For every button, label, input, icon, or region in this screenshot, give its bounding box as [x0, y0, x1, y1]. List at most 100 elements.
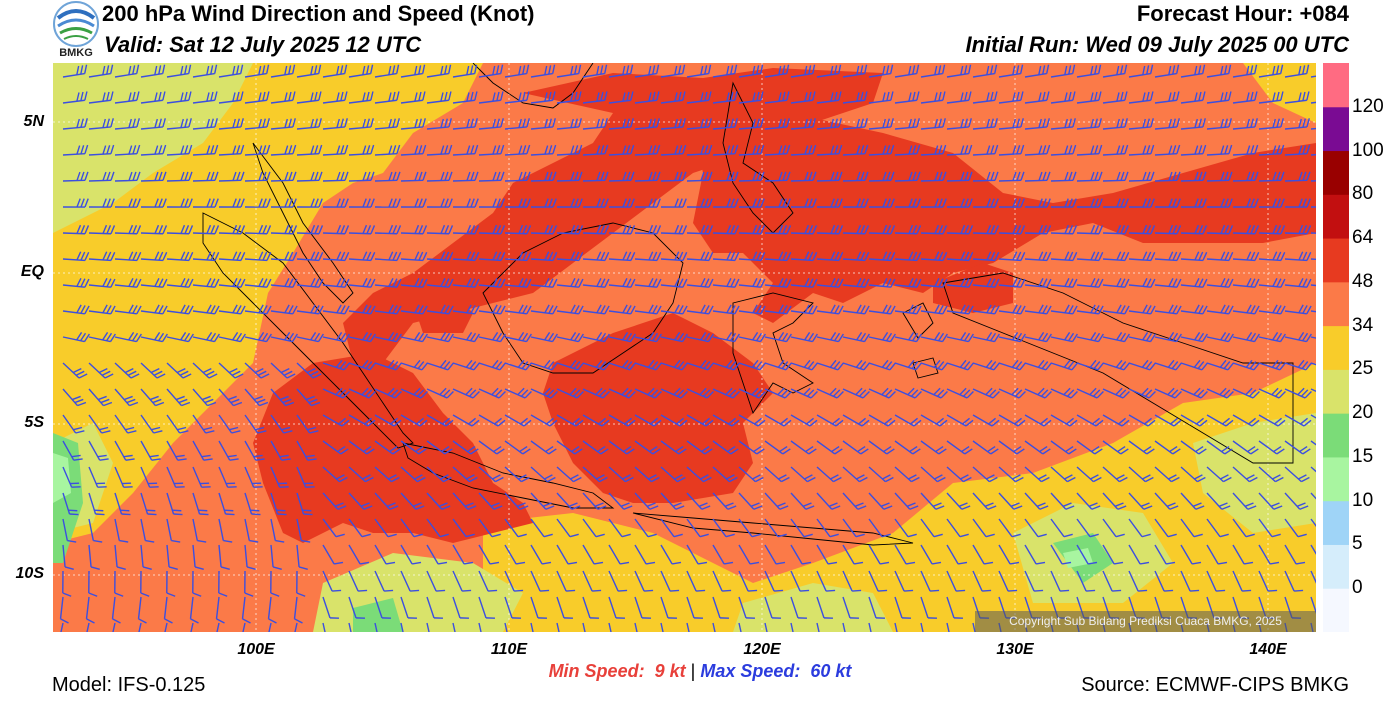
- wind-barb: [244, 91, 270, 104]
- wind-barb: [88, 388, 113, 407]
- wind-barb: [1206, 64, 1232, 78]
- max-speed-label: Max Speed:: [700, 661, 801, 681]
- wind-barb: [1076, 359, 1105, 371]
- wind-barb: [1258, 387, 1286, 399]
- wind-barb: [1024, 304, 1052, 315]
- wind-barb: [426, 198, 453, 208]
- wind-barb: [504, 596, 522, 619]
- wind-barb: [192, 171, 219, 182]
- wind-barb: [218, 304, 246, 315]
- wind-barb: [504, 622, 508, 632]
- wind-barb: [1076, 118, 1102, 130]
- wind-barb: [1050, 171, 1077, 182]
- wind-barb: [348, 622, 352, 632]
- wind-barb: [946, 466, 972, 483]
- wind-barb: [1232, 359, 1261, 371]
- wind-barb: [114, 224, 142, 235]
- wind-barb: [322, 91, 348, 104]
- wind-barb: [816, 622, 820, 632]
- wind-barb: [88, 171, 115, 182]
- wind-barb: [582, 144, 609, 156]
- wind-barb: [816, 414, 844, 427]
- lat-label-eq: EQ: [20, 263, 44, 280]
- wind-barb: [608, 64, 634, 78]
- wind-barb: [1284, 251, 1312, 262]
- wind-barb: [868, 64, 894, 78]
- wind-barb: [88, 277, 116, 288]
- wind-barb: [400, 544, 422, 565]
- wind-barb: [790, 224, 818, 235]
- wind-barb: [712, 198, 739, 208]
- wind-barb: [452, 171, 479, 182]
- wind-barb: [998, 466, 1024, 483]
- wind-barb: [192, 518, 207, 543]
- wind-barb: [452, 596, 470, 619]
- wind-barb: [686, 622, 690, 632]
- wind-barb: [712, 387, 740, 399]
- wind-barb: [192, 64, 218, 78]
- wind-barb: [1206, 466, 1232, 483]
- wind-barb: [816, 64, 842, 78]
- wind-barb: [62, 251, 90, 262]
- wind-barb: [582, 570, 602, 592]
- wind-barb: [634, 414, 662, 427]
- wind-barb: [1180, 544, 1202, 565]
- wind-barb: [608, 414, 636, 427]
- wind-barb: [452, 492, 477, 510]
- wind-barb: [634, 492, 659, 510]
- wind-barb: [114, 198, 141, 208]
- wind-barb: [946, 331, 974, 343]
- wind-barb: [894, 440, 921, 455]
- wind-barb: [270, 466, 289, 488]
- wind-barb: [241, 596, 251, 624]
- wind-barb: [608, 596, 626, 619]
- wind-barb: [530, 492, 555, 510]
- wind-barb: [842, 414, 870, 427]
- wind-barb: [374, 387, 402, 399]
- wind-barb: [1232, 251, 1260, 262]
- wind-barb: [244, 388, 269, 407]
- wind-barb: [85, 596, 95, 624]
- wind-barb: [478, 198, 505, 208]
- wind-barb: [738, 251, 766, 262]
- wind-barb: [1258, 440, 1285, 455]
- wind-barb: [842, 64, 868, 78]
- wind-barb: [1102, 518, 1125, 538]
- wind-barb: [582, 331, 610, 343]
- wind-barb: [452, 251, 480, 262]
- wind-barb: [270, 518, 285, 543]
- wind-barb: [322, 277, 350, 288]
- wind-barb: [1154, 118, 1180, 130]
- wind-barb: [62, 466, 81, 488]
- wind-barb: [530, 518, 553, 538]
- wind-barb: [504, 466, 530, 483]
- wind-barb: [920, 359, 949, 371]
- wind-speed-map: [53, 63, 1316, 632]
- wind-barb: [1050, 277, 1078, 288]
- wind-barb: [322, 251, 350, 262]
- wind-barb: [1284, 466, 1310, 483]
- wind-barb: [868, 251, 896, 262]
- wind-barb: [1310, 101, 1316, 104]
- wind-barb: [608, 518, 631, 538]
- wind-barb: [140, 91, 166, 104]
- wind-barb: [686, 304, 714, 315]
- wind-barb: [738, 518, 761, 538]
- wind-barb: [140, 224, 168, 235]
- wind-barb: [686, 331, 714, 343]
- wind-barb: [998, 304, 1026, 315]
- wind-barb: [400, 622, 404, 632]
- wind-barb: [88, 570, 98, 597]
- wind-barb: [1206, 359, 1235, 371]
- wind-barb: [556, 440, 583, 455]
- wind-barb: [556, 118, 582, 130]
- wind-barb: [296, 91, 322, 104]
- wind-barb: [972, 118, 998, 130]
- wind-barb: [114, 414, 137, 434]
- wind-barb: [660, 118, 686, 130]
- wind-barb: [660, 387, 688, 399]
- wind-barb: [816, 198, 843, 208]
- wind-barb: [816, 331, 844, 343]
- wind-barb: [712, 304, 740, 315]
- wind-barb: [868, 224, 896, 235]
